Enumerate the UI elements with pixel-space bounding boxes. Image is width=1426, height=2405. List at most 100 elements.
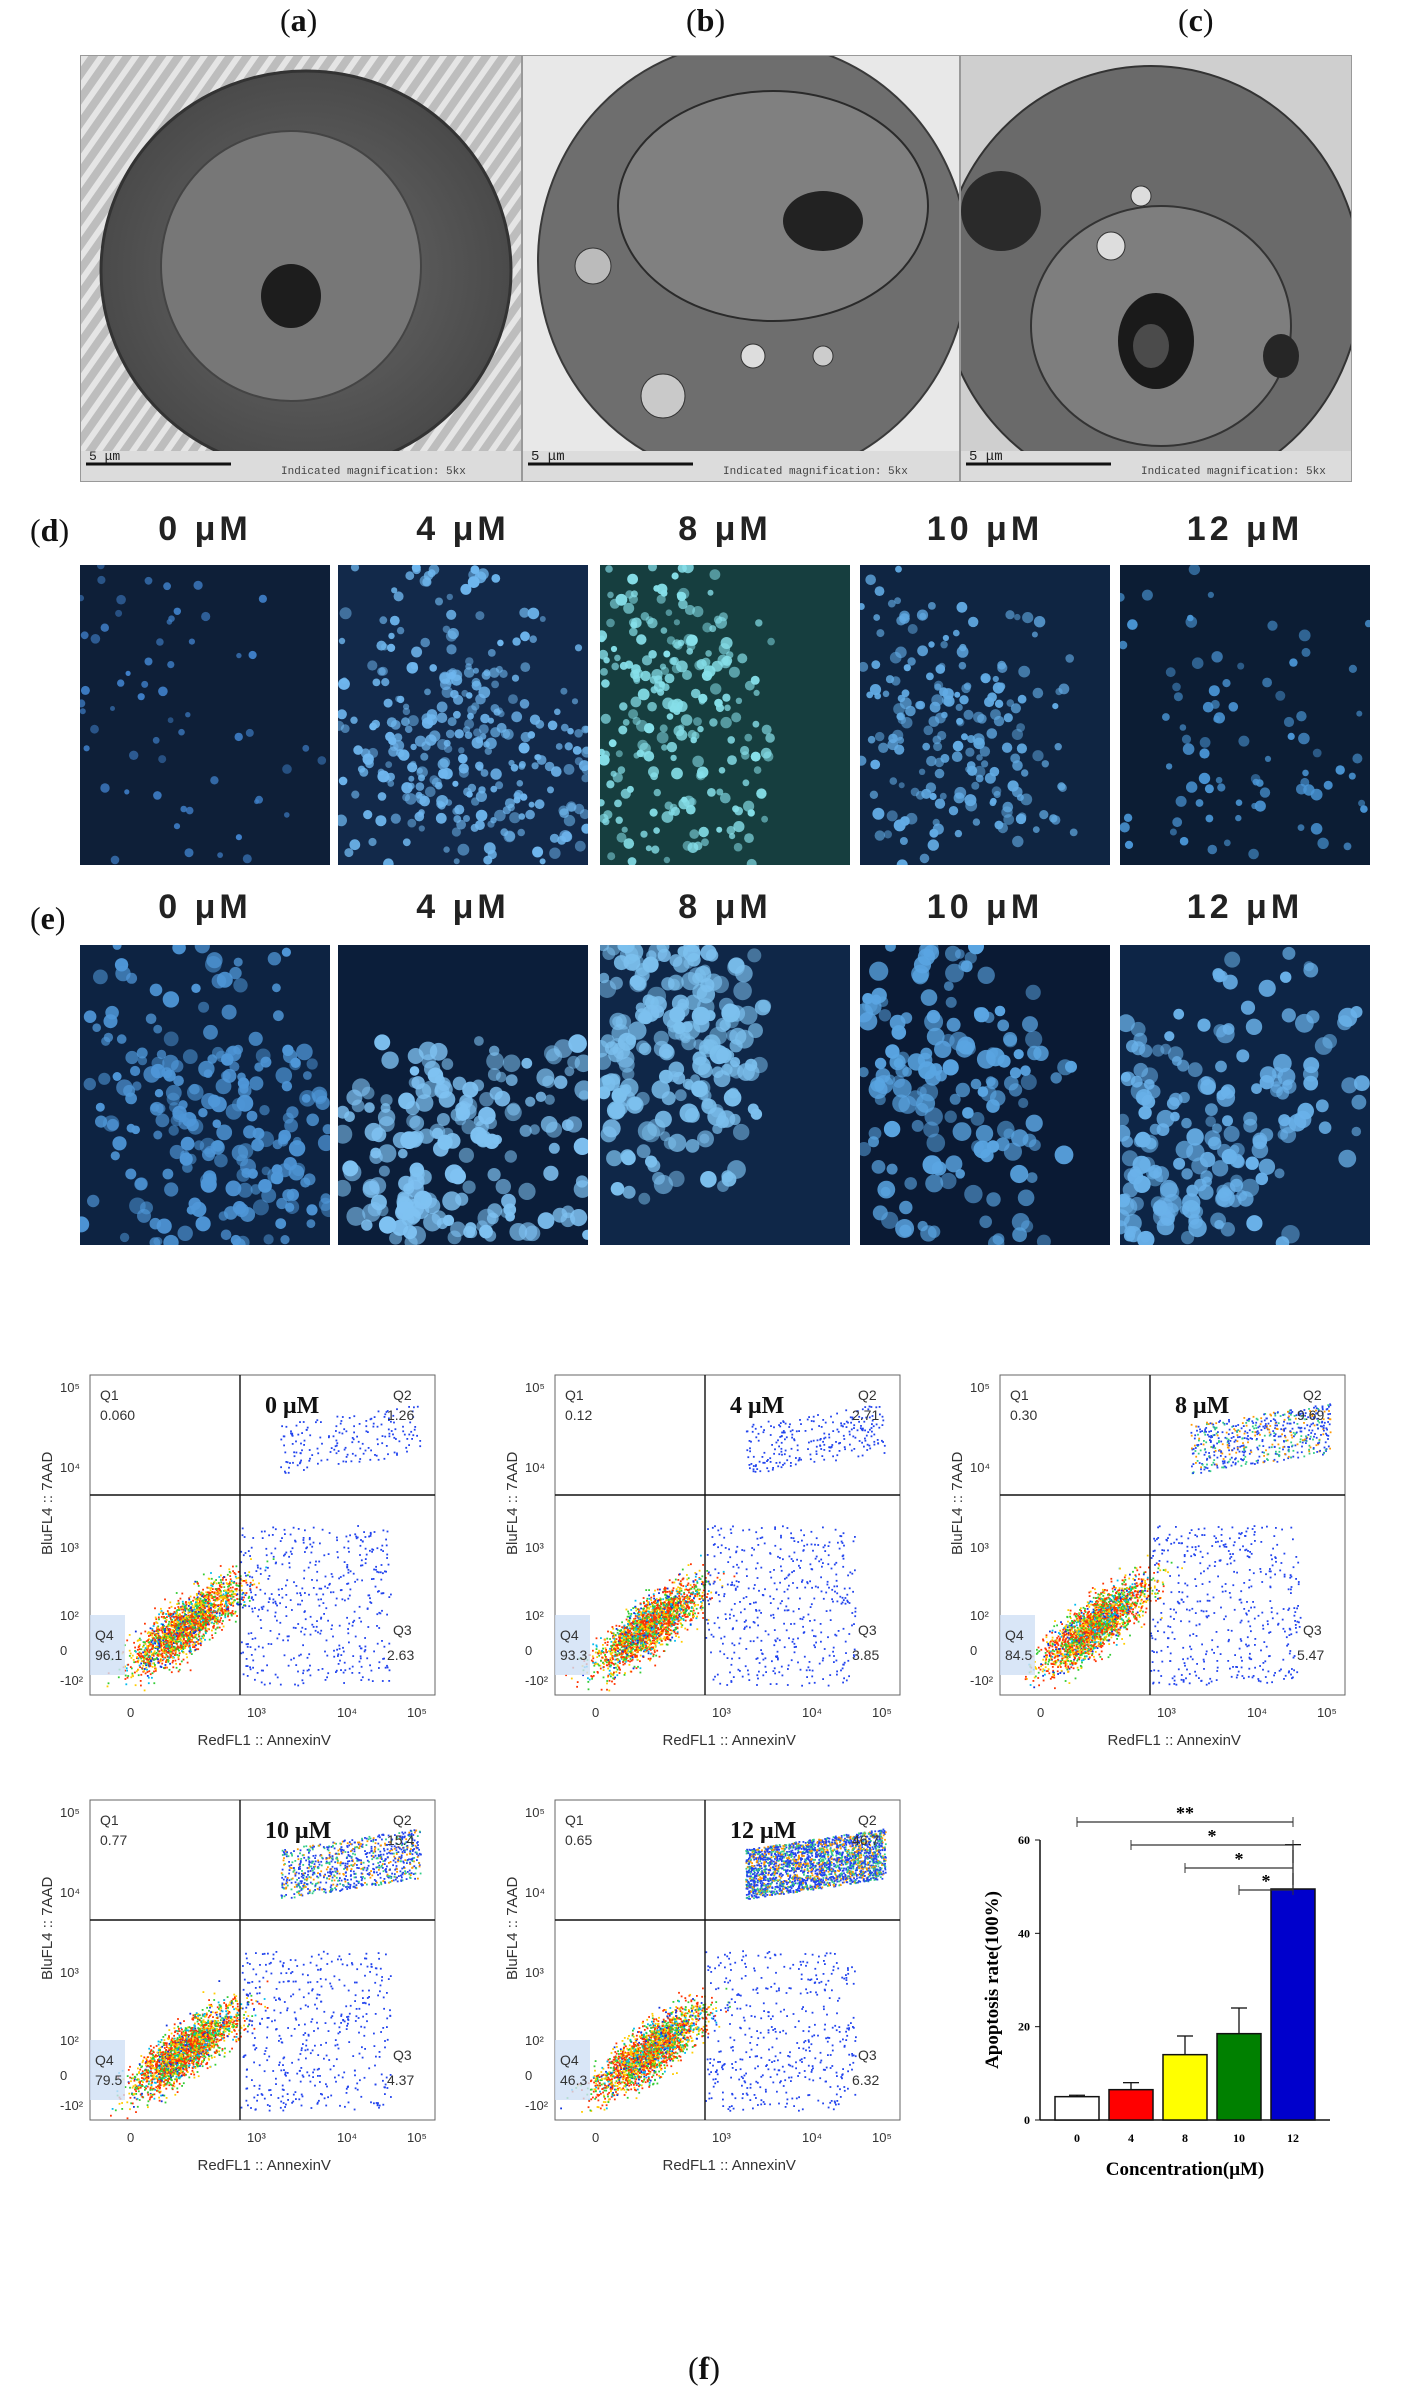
quadrant-label: Q2 — [393, 1812, 412, 1828]
flow-x-tick: 0 — [127, 2130, 134, 2145]
flow-conc-label: 8 μM — [1175, 1393, 1229, 1419]
bar-y-tick: 20 — [1018, 2020, 1030, 2034]
conc-label-e-4: 12 μM — [1186, 888, 1304, 926]
significance-marker: * — [1208, 1826, 1217, 1846]
quadrant-value: 46.7 — [852, 1832, 879, 1848]
bar-x-tick: 0 — [1074, 2131, 1080, 2145]
quadrant-value: 1.26 — [387, 1407, 414, 1423]
quadrant-value: 6.32 — [852, 2072, 879, 2088]
svg-text:Indicated magnification: 5kx: Indicated magnification: 5kx — [281, 466, 466, 478]
bar — [1162, 2053, 1208, 2121]
flow-x-tick: 10⁵ — [407, 1705, 427, 1720]
flow-y-tick: 10⁵ — [970, 1380, 990, 1395]
flow-plot-2: Q1 0.30 Q2 9.69 Q3 5.47 Q4 84.5 8 μM 10⁵ 10⁴ 10³ 10²… — [940, 1365, 1370, 1765]
flow-plot-svg: Q1 0.060 Q2 1.26 Q3 2.63 Q4 96.1 0 μM 10⁵ 10⁴ 10³ 10… — [39, 1374, 436, 1749]
panel-label-d: (d) — [30, 512, 70, 548]
quadrant-value: 3.85 — [852, 1647, 879, 1663]
flow-y-axis-label: BluFL4 :: 7AAD — [504, 1451, 521, 1555]
svg-text:5 μm: 5 μm — [969, 449, 1003, 465]
conc-label-e-1: 4 μM — [416, 888, 510, 926]
panel-label-e: (e) — [30, 900, 66, 936]
flow-plot-svg: Q1 0.12 Q2 2.71 Q3 3.85 Q4 93.3 4 μM 10⁵ 10⁴ 10³ 10²… — [504, 1374, 901, 1749]
flow-y-tick: -10² — [60, 1673, 84, 1688]
svg-text:Indicated magnification: 5kx: Indicated magnification: 5kx — [723, 466, 908, 478]
flow-x-tick: 10³ — [712, 1705, 731, 1720]
flow-x-tick: 10⁵ — [1317, 1705, 1337, 1720]
quadrant-value: 0.30 — [1010, 1407, 1037, 1423]
bar-y-tick: 60 — [1018, 1833, 1030, 1847]
panel-label-c: (c) — [1178, 2, 1214, 38]
flow-x-tick: 10⁴ — [802, 2130, 822, 2145]
flow-conc-label: 4 μM — [730, 1393, 784, 1419]
fluorescence-e-1 — [338, 945, 588, 1245]
fluorescence-e-3 — [860, 945, 1110, 1245]
flow-y-axis-label: BluFL4 :: 7AAD — [39, 1876, 56, 1980]
tem-image-b: 5 μm Indicated magnification: 5kx — [522, 55, 960, 482]
fluorescence-e-0 — [80, 945, 330, 1245]
flow-y-tick: 0 — [525, 2068, 532, 2083]
flow-x-tick: 0 — [592, 1705, 599, 1720]
bar-y-axis-label: Apoptosis rate(100%) — [982, 1891, 1003, 2069]
quadrant-label: Q1 — [100, 1387, 119, 1403]
quadrant-value: 0.77 — [100, 1832, 127, 1848]
bar-x-tick: 4 — [1128, 2131, 1134, 2145]
flow-x-tick: 10³ — [247, 2130, 266, 2145]
quadrant-label: Q4 — [95, 2052, 114, 2068]
bar-x-axis-label: Concentration(μM) — [1106, 2159, 1265, 2180]
flow-y-tick: -10² — [525, 1673, 549, 1688]
flow-x-tick: 10³ — [712, 2130, 731, 2145]
conc-label-e-0: 0 μM — [158, 888, 252, 926]
bar — [1108, 2088, 1154, 2121]
fluorescence-d-1 — [338, 565, 588, 865]
flow-x-tick: 0 — [592, 2130, 599, 2145]
flow-x-tick: 10⁴ — [337, 2130, 357, 2145]
quadrant-label: Q3 — [858, 2047, 877, 2063]
flow-y-tick: 10⁴ — [525, 1460, 545, 1475]
bar-y-tick: 40 — [1018, 1926, 1030, 1940]
fluorescence-d-0 — [80, 565, 330, 865]
flow-y-tick: 10² — [525, 2033, 544, 2048]
quadrant-label: Q4 — [560, 1627, 579, 1643]
bar-chart-svg: 0 20 40 60 0 4 8 10 12 Concentration(μM) Apoptosis… — [982, 1803, 1330, 2180]
quadrant-label: Q2 — [858, 1812, 877, 1828]
quadrant-label: Q1 — [565, 1387, 584, 1403]
quadrant-label: Q3 — [393, 1622, 412, 1638]
flow-plot-0: Q1 0.060 Q2 1.26 Q3 2.63 Q4 96.1 0 μM 10⁵ 10⁴ 10³ 10… — [30, 1365, 460, 1765]
panel-label-a: (a) — [280, 2, 318, 38]
quadrant-value: 2.71 — [852, 1407, 879, 1423]
bar-y-tick: 0 — [1024, 2113, 1030, 2127]
flow-x-axis-label: RedFL1 :: AnnexinV — [1108, 1732, 1241, 1749]
conc-label-e-2: 8 μM — [678, 888, 772, 926]
quadrant-label: Q2 — [858, 1387, 877, 1403]
flow-y-tick: -10² — [970, 1673, 994, 1688]
conc-label-d-2: 8 μM — [678, 510, 772, 548]
fluorescence-d-3 — [860, 565, 1110, 865]
quadrant-label: Q1 — [100, 1812, 119, 1828]
quadrant-value: 46.3 — [560, 2072, 587, 2088]
bar — [1054, 2095, 1100, 2121]
fluorescence-e-4 — [1120, 945, 1370, 1245]
significance-marker: * — [1235, 1849, 1244, 1869]
flow-y-tick: -10² — [60, 2098, 84, 2113]
quadrant-label: Q1 — [565, 1812, 584, 1828]
flow-y-tick: 10³ — [525, 1540, 544, 1555]
apoptosis-bar-chart: 0 20 40 60 0 4 8 10 12 Concentration(μM) Apoptosis… — [960, 1800, 1390, 2220]
tem-micrograph-b: 5 μm Indicated magnification: 5kx — [523, 56, 959, 481]
quadrant-value: 2.63 — [387, 1647, 414, 1663]
quadrant-value: 0.12 — [565, 1407, 592, 1423]
flow-y-tick: 10⁴ — [60, 1460, 80, 1475]
flow-y-tick: 0 — [970, 1643, 977, 1658]
quadrant-label: Q4 — [1005, 1627, 1024, 1643]
flow-y-tick: 10² — [60, 2033, 79, 2048]
quadrant-value: 79.5 — [95, 2072, 122, 2088]
quadrant-label: Q4 — [560, 2052, 579, 2068]
flow-y-tick: 10⁵ — [60, 1805, 80, 1820]
flow-y-tick: 10⁴ — [525, 1885, 545, 1900]
flow-x-tick: 10⁴ — [1247, 1705, 1267, 1720]
flow-y-axis-label: BluFL4 :: 7AAD — [504, 1876, 521, 1980]
quadrant-label: Q3 — [858, 1622, 877, 1638]
flow-x-axis-label: RedFL1 :: AnnexinV — [663, 1732, 796, 1749]
fluorescence-d-2 — [600, 565, 850, 865]
quadrant-value: 5.47 — [1297, 1647, 1324, 1663]
flow-plot-4: Q1 0.65 Q2 46.7 Q3 6.32 Q4 46.3 12 μM 10⁵ 10⁴ 10³ 10… — [495, 1790, 925, 2190]
